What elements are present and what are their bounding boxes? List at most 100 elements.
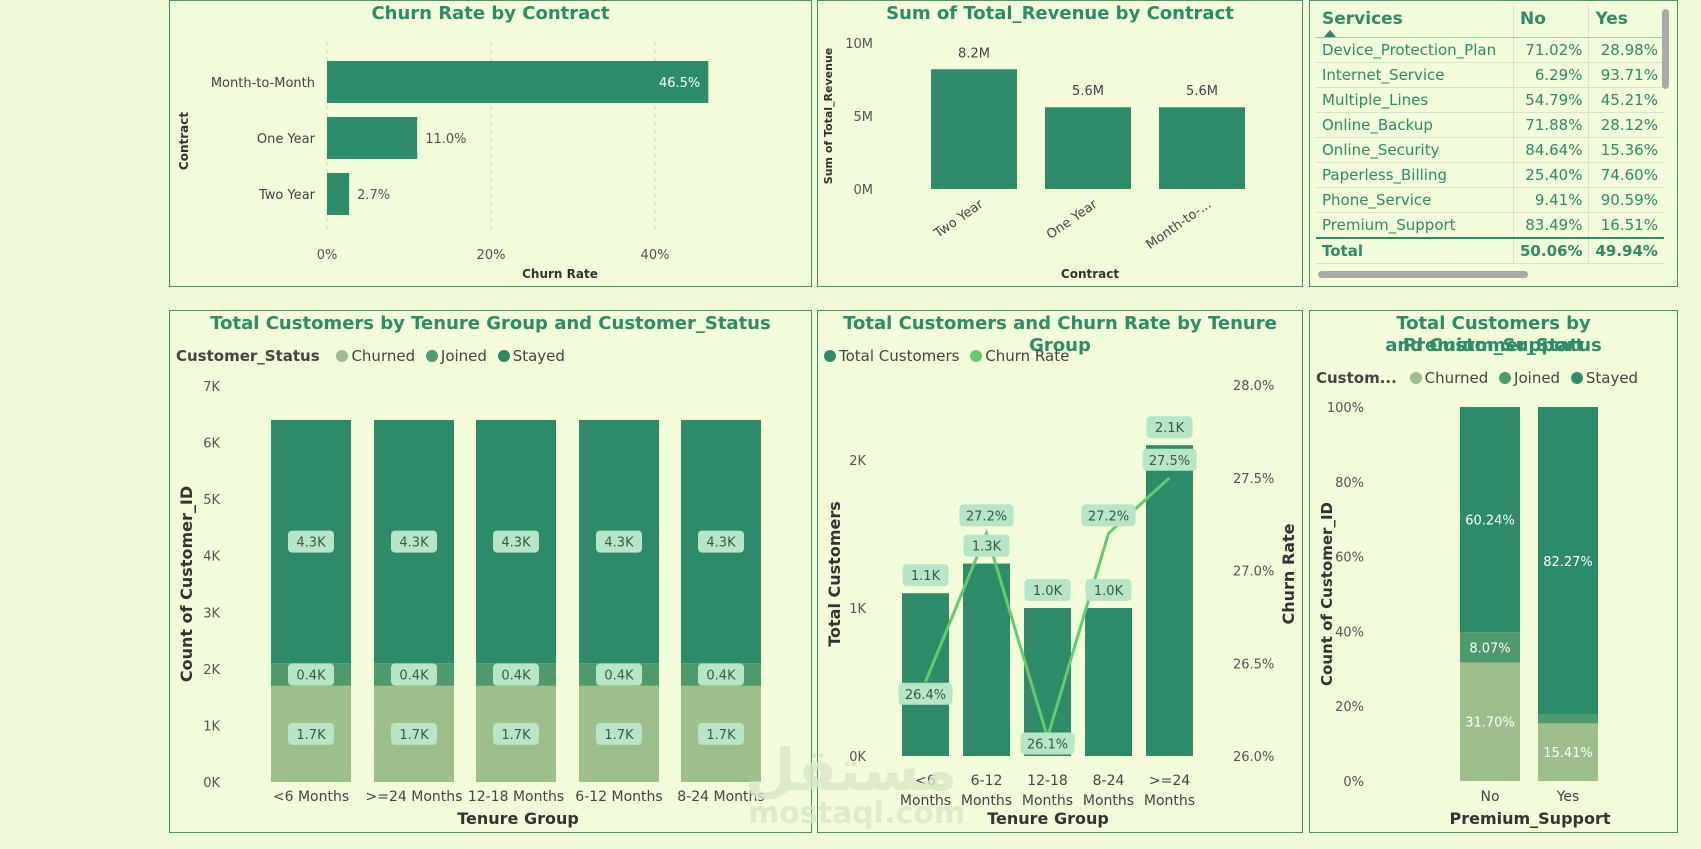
legend-item-churn-rate[interactable]: Churn Rate [964, 347, 1069, 365]
line-data-label: 26.1% [1027, 737, 1068, 752]
bar-segment [1460, 406, 1520, 633]
data-label: 2.7% [357, 188, 390, 203]
y-axis-title: Count of Customer_ID [177, 486, 196, 682]
data-label-bg [698, 722, 744, 745]
category-label: One Year [257, 132, 316, 147]
category-label-line2: Months [961, 793, 1012, 809]
services-header[interactable]: Services [1316, 5, 1514, 38]
chart-title: Sum of Total_Revenue by Contract [886, 3, 1234, 24]
data-label: 4.3K [604, 536, 634, 551]
y-tick-label: 80% [1335, 476, 1364, 491]
legend-item-total-customers[interactable]: Total Customers [824, 347, 959, 365]
y-tick-label: 6K [203, 437, 220, 452]
yes-header[interactable]: Yes [1588, 5, 1664, 38]
line-data-label-bg [959, 504, 1014, 527]
legend-dot-icon [497, 350, 510, 362]
category-label: <6 Months [273, 789, 349, 805]
chart-title-line1: Total Customers by Premium_Support [1396, 313, 1591, 356]
horizontal-scrollbar[interactable] [1318, 271, 1528, 278]
premium-support-panel: Total Customers by Premium_Support and C… [1309, 310, 1678, 833]
legend-dot-icon [1499, 372, 1512, 384]
table-row[interactable]: Paperless_Billing 25.40% 74.60% [1316, 162, 1664, 188]
bar-segment [1538, 723, 1598, 781]
table-row[interactable]: Online_Backup 71.88% 28.12% [1316, 112, 1664, 138]
category-label: 6-12 Months [575, 789, 662, 805]
no-cell: 83.49% [1513, 212, 1590, 239]
data-label-bg [493, 722, 539, 745]
legend-dot-icon [336, 350, 349, 362]
data-label: 1.7K [604, 728, 634, 743]
no-cell: 71.02% [1513, 37, 1590, 63]
category-label-line1: <6 [915, 773, 936, 789]
x-tick-label: 40% [641, 248, 670, 263]
data-label-bg [391, 722, 437, 745]
category-label: No [1480, 789, 1499, 805]
legend-dot-icon [970, 350, 983, 362]
revenue-bar-chart: 0M 5M 10M 8.2M Two Year 5.6M One Year 5.6M Month… [822, 37, 1245, 281]
vertical-scrollbar[interactable] [1662, 9, 1669, 89]
y-tick-label: 0% [1343, 775, 1364, 790]
data-label: 1.7K [296, 728, 326, 743]
tenure-combo-chart: 0K 1K 2K 26.0% 26.5% 27.0% 27.5% 28.0% <6 Months 6… [825, 379, 1298, 828]
table-row[interactable]: Online_Security 84.64% 15.36% [1316, 137, 1664, 163]
bar-segment [1538, 407, 1598, 715]
bar-data-label-bg [963, 534, 1010, 557]
no-header[interactable]: No [1513, 5, 1590, 38]
service-cell: Online_Backup [1316, 112, 1514, 138]
y-tick-label: 10M [845, 37, 873, 52]
category-label: >=24 Months [366, 789, 463, 805]
legend-title: Customer_Status [176, 347, 320, 365]
no-cell: 6.29% [1513, 62, 1590, 88]
legend-dot-icon [425, 350, 438, 362]
service-cell: Premium_Support [1316, 212, 1514, 239]
y-tick-label: 0K [203, 776, 220, 791]
tenure-status-panel: Total Customers by Tenure Group and Cust… [169, 310, 812, 833]
line-data-label-bg [1142, 448, 1197, 471]
legend-dot-icon [824, 350, 836, 362]
table-row[interactable]: Multiple_Lines 54.79% 45.21% [1316, 87, 1664, 113]
y-axis-title: Contract [177, 112, 191, 170]
legend-item-stayed[interactable]: Stayed [1565, 369, 1638, 387]
category-label: One Year [1044, 197, 1101, 243]
legend-item-churned[interactable]: Churned [1404, 369, 1488, 387]
line-data-label-bg [1081, 504, 1136, 527]
legend-item-joined[interactable]: Joined [420, 347, 487, 365]
churn-rate-by-contract-panel: Churn Rate by Contract 0% 20% 40% Month-to-… [169, 0, 812, 287]
legend: Custom... Churned Joined Stayed [1316, 369, 1638, 387]
y-tick-label: 4K [203, 550, 220, 565]
table-row[interactable]: Premium_Support 83.49% 16.51% [1316, 212, 1664, 239]
data-label: 4.3K [501, 536, 531, 551]
legend-item-joined[interactable]: Joined [1493, 369, 1560, 387]
data-label: 0.4K [296, 669, 326, 684]
service-cell: Internet_Service [1316, 62, 1514, 88]
data-label: 0.4K [604, 669, 634, 684]
bar [1045, 107, 1131, 189]
tenure-status-stacked-chart: 0K 1K 2K 3K 4K 5K 6K 7K 1.7K 0.4K 4.3K <6 Months 1.7… [177, 380, 765, 828]
tenure-combo-panel: Total Customers and Churn Rate by Tenure… [817, 310, 1303, 833]
data-label-bg [288, 722, 334, 745]
data-label: 5.6M [1186, 84, 1218, 99]
yes-cell: 28.98% [1588, 37, 1664, 63]
y-axis-title: Total Customers [825, 501, 844, 647]
category-label-line1: 8-24 [1093, 773, 1125, 789]
chart-title: Total Customers and Churn Rate by Tenure… [843, 313, 1277, 356]
legend: Customer_Status Churned Joined Stayed [176, 347, 565, 365]
y-tick-label: 2K [849, 454, 866, 469]
legend-item-churned[interactable]: Churned [330, 347, 415, 365]
data-label: 46.5% [659, 76, 700, 91]
bar-segment [1460, 632, 1520, 663]
legend-item-stayed[interactable]: Stayed [492, 347, 565, 365]
table-row[interactable]: Internet_Service 6.29% 93.71% [1316, 62, 1664, 88]
data-label: 4.3K [399, 536, 429, 551]
total-label: Total [1316, 237, 1514, 264]
bar-data-label-bg [1146, 416, 1193, 439]
bar-data-label: 1.3K [972, 540, 1002, 555]
sort-ascending-icon [1324, 30, 1336, 37]
data-label: 31.70% [1465, 716, 1515, 731]
x-axis-title: Churn Rate [522, 267, 598, 281]
table-row[interactable]: Device_Protection_Plan 71.02% 28.98% [1316, 37, 1664, 63]
y2-tick-label: 27.5% [1233, 472, 1274, 487]
data-label: 1.7K [706, 728, 736, 743]
data-label-bg [391, 530, 437, 553]
table-row[interactable]: Phone_Service 9.41% 90.59% [1316, 187, 1664, 213]
